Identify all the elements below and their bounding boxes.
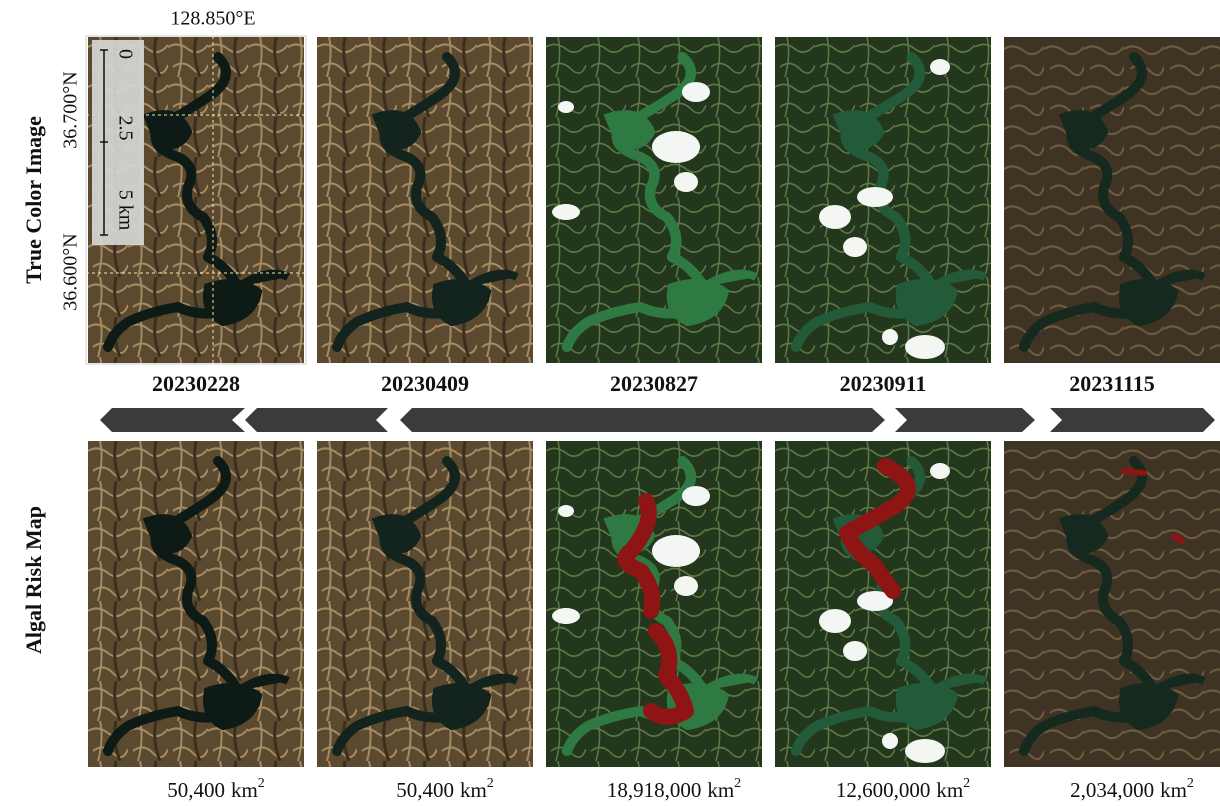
area-unit: km xyxy=(460,778,487,802)
satellite-image xyxy=(775,37,991,363)
area-exponent: 2 xyxy=(258,776,265,791)
cloud xyxy=(652,535,700,567)
arrows xyxy=(100,408,1215,432)
cloud xyxy=(930,463,950,479)
cloud xyxy=(674,172,698,192)
longitude-label: 128.850°E xyxy=(170,8,255,30)
cloud xyxy=(674,576,698,596)
arrow xyxy=(245,408,388,432)
area-exponent: 2 xyxy=(963,776,970,791)
date-label: 20230911 xyxy=(840,371,927,396)
satellite-image xyxy=(88,441,304,767)
cloud xyxy=(882,733,898,749)
arrow xyxy=(1050,408,1215,432)
cloud xyxy=(905,335,945,359)
area-value: 2,034,000 xyxy=(1070,778,1154,802)
row-label: Algal Risk Map xyxy=(21,506,46,654)
satellite-image xyxy=(546,441,762,767)
area-value: 50,400 xyxy=(167,778,225,802)
cloud xyxy=(819,205,851,229)
area-exponent: 2 xyxy=(487,776,494,791)
area-exponent: 2 xyxy=(734,776,741,791)
area-unit: km xyxy=(707,778,734,802)
area-value: 12,600,000 xyxy=(836,778,931,802)
arrow xyxy=(100,408,245,432)
cloud xyxy=(682,486,710,506)
arrow xyxy=(895,408,1035,432)
latitude-label: 36.600°N xyxy=(60,233,82,310)
cloud xyxy=(882,329,898,345)
cloud xyxy=(552,204,580,220)
satellite-image xyxy=(546,37,762,363)
area-value: 50,400 xyxy=(396,778,454,802)
scale-label: 0 xyxy=(114,49,136,59)
satellite-image xyxy=(317,37,533,363)
cloud xyxy=(652,131,700,163)
row-label: True Color Image xyxy=(21,116,46,284)
cloud xyxy=(682,82,710,102)
area-unit: km xyxy=(231,778,258,802)
page: True Color Image Algal Risk Map 128.850°… xyxy=(0,0,1220,806)
cloud xyxy=(905,739,945,763)
area-unit: km xyxy=(1160,778,1187,802)
cloud xyxy=(843,237,867,257)
cloud xyxy=(930,59,950,75)
scale-label: 2.5 xyxy=(114,116,136,141)
date-label: 20230409 xyxy=(381,371,469,396)
scale-label: 5 km xyxy=(114,190,136,231)
cloud xyxy=(843,641,867,661)
date-label: 20230827 xyxy=(610,371,698,396)
satellite-image xyxy=(317,441,533,767)
cloud xyxy=(552,608,580,624)
figure: True Color Image Algal Risk Map 128.850°… xyxy=(0,0,1220,806)
satellite-image xyxy=(775,441,991,767)
cloud xyxy=(857,187,893,207)
area-unit: km xyxy=(936,778,963,802)
area-value: 18,918,000 xyxy=(607,778,702,802)
date-label: 20230228 xyxy=(152,371,240,396)
latitude-label: 36.700°N xyxy=(60,71,82,148)
satellite-image xyxy=(1004,37,1220,363)
arrow xyxy=(400,408,885,432)
date-label: 20231115 xyxy=(1069,371,1155,396)
satellite-image xyxy=(1004,441,1220,767)
cloud xyxy=(558,101,574,113)
image-panels xyxy=(88,37,1220,767)
cloud xyxy=(819,609,851,633)
area-exponent: 2 xyxy=(1187,776,1194,791)
cloud xyxy=(558,505,574,517)
